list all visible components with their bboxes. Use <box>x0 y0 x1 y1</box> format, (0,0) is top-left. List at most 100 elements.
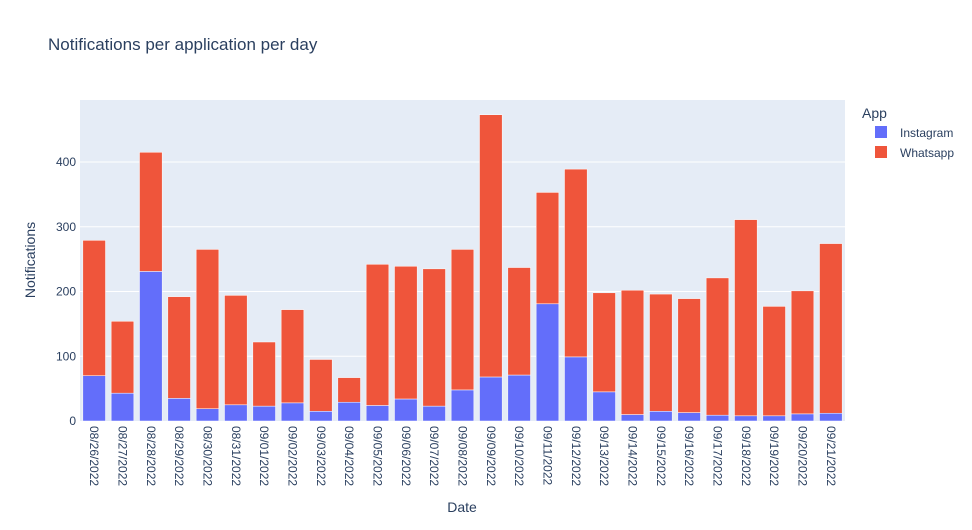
x-tick-label: 09/09/2022 <box>484 426 498 486</box>
legend-title: App <box>862 105 887 121</box>
bar-whatsapp <box>252 341 276 407</box>
bar-whatsapp <box>422 268 446 407</box>
bar-whatsapp <box>705 277 730 416</box>
legend-swatch-instagram <box>875 126 887 138</box>
bar-instagram <box>790 413 815 422</box>
x-tick-label: 09/06/2022 <box>399 426 413 486</box>
bar-whatsapp <box>224 295 248 406</box>
x-tick-label: 08/26/2022 <box>87 426 101 486</box>
bar-instagram <box>280 402 305 422</box>
x-tick-label: 08/27/2022 <box>116 426 130 486</box>
x-tick-label: 09/13/2022 <box>597 426 611 486</box>
bar-instagram <box>422 405 446 422</box>
x-tick-label: 08/28/2022 <box>144 426 158 486</box>
x-tick-labels: 08/26/2022 08/27/2022 08/28/2022 08/29/2022… <box>87 426 838 486</box>
bar-whatsapp <box>82 240 106 376</box>
bar-whatsapp <box>309 359 333 412</box>
x-tick-label: 09/14/2022 <box>626 426 640 486</box>
bar-whatsapp <box>734 219 758 417</box>
y-tick-label: 400 <box>56 155 76 169</box>
bar-whatsapp <box>535 192 560 305</box>
bar-whatsapp <box>790 290 815 415</box>
bar-instagram <box>337 401 361 422</box>
bar-instagram <box>677 412 701 422</box>
x-tick-label: 09/02/2022 <box>286 426 300 486</box>
x-tick-label: 08/31/2022 <box>229 426 243 486</box>
bar-whatsapp <box>337 377 361 403</box>
bar-instagram <box>564 356 588 422</box>
x-tick-label: 09/08/2022 <box>456 426 470 486</box>
bar-instagram <box>82 375 106 422</box>
bar-instagram <box>649 411 673 422</box>
bar-whatsapp <box>280 309 305 404</box>
x-tick-label: 09/03/2022 <box>314 426 328 486</box>
y-tick-labels: 0 100 200 300 400 <box>56 155 76 428</box>
bar-whatsapp <box>762 306 786 417</box>
bar-instagram <box>819 412 843 422</box>
x-tick-label: 08/29/2022 <box>172 426 186 486</box>
x-tick-label: 09/11/2022 <box>541 426 555 485</box>
chart-title: Notifications per application per day <box>48 35 318 54</box>
y-tick-label: 0 <box>69 414 76 428</box>
bar-instagram <box>705 414 730 422</box>
x-tick-label: 09/20/2022 <box>796 426 810 486</box>
y-tick-label: 300 <box>56 220 76 234</box>
bar-whatsapp <box>139 152 163 272</box>
bar-instagram <box>252 405 276 422</box>
bar-whatsapp <box>507 267 531 376</box>
bar-whatsapp <box>195 249 220 409</box>
legend-items: Instagram Whatsapp <box>875 126 954 160</box>
legend-label-instagram: Instagram <box>900 126 953 140</box>
legend-swatch-whatsapp <box>875 146 887 158</box>
bar-instagram <box>110 392 135 422</box>
bar-instagram <box>734 415 758 422</box>
bar-instagram <box>309 411 333 422</box>
bar-whatsapp <box>394 265 418 400</box>
bar-whatsapp <box>677 298 701 413</box>
x-tick-label: 09/10/2022 <box>512 426 526 486</box>
bar-whatsapp <box>479 114 503 378</box>
x-tick-label: 09/07/2022 <box>427 426 441 486</box>
bar-whatsapp <box>110 321 135 394</box>
bars <box>82 114 843 422</box>
legend: App Instagram Whatsapp <box>862 105 954 160</box>
y-axis-label: Notifications <box>22 222 38 298</box>
bar-whatsapp <box>450 249 475 391</box>
bar-instagram <box>224 404 248 422</box>
x-tick-label: 09/17/2022 <box>711 426 725 486</box>
bar-whatsapp <box>649 293 673 412</box>
bar-whatsapp <box>167 296 191 399</box>
bar-instagram <box>195 408 220 422</box>
bar-instagram <box>167 398 191 422</box>
bar-instagram <box>535 303 560 422</box>
bar-whatsapp <box>592 292 616 393</box>
x-tick-label: 09/18/2022 <box>739 426 753 486</box>
bar-instagram <box>620 414 645 422</box>
bar-whatsapp <box>365 264 390 406</box>
x-tick-label: 09/01/2022 <box>257 426 271 486</box>
bar-instagram <box>365 405 390 422</box>
bar-instagram <box>139 271 163 422</box>
x-tick-label: 09/04/2022 <box>342 426 356 486</box>
bar-instagram <box>507 374 531 422</box>
y-tick-label: 100 <box>56 349 76 363</box>
bar-whatsapp <box>819 243 843 414</box>
bar-instagram <box>450 389 475 422</box>
x-tick-label: 09/05/2022 <box>371 426 385 486</box>
bar-instagram <box>762 415 786 422</box>
bar-whatsapp <box>564 168 588 358</box>
x-tick-label: 09/15/2022 <box>654 426 668 486</box>
x-tick-label: 09/21/2022 <box>824 426 838 486</box>
bar-instagram <box>479 376 503 422</box>
x-tick-label: 08/30/2022 <box>201 426 215 486</box>
x-tick-label: 09/19/2022 <box>767 426 781 486</box>
legend-label-whatsapp: Whatsapp <box>900 146 954 160</box>
x-axis-label: Date <box>447 499 477 515</box>
x-tick-label: 09/12/2022 <box>569 426 583 486</box>
bar-instagram <box>394 398 418 422</box>
bar-instagram <box>592 391 616 422</box>
y-tick-label: 200 <box>56 285 76 299</box>
bar-whatsapp <box>620 289 645 415</box>
x-tick-label: 09/16/2022 <box>682 426 696 486</box>
